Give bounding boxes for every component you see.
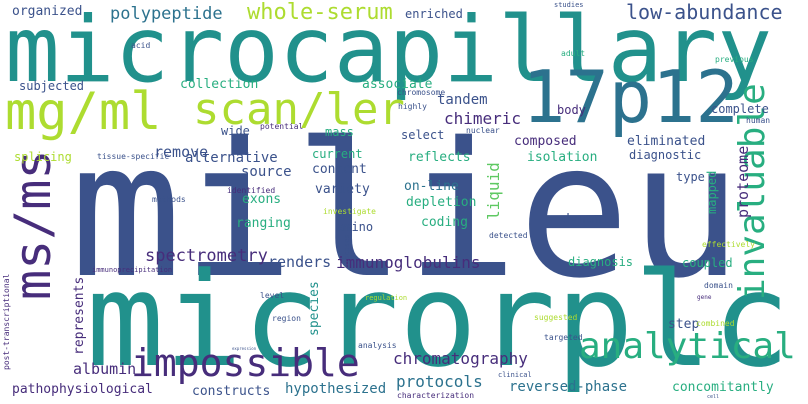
- word-composed: composed: [514, 134, 577, 149]
- word-mgml: mg/ml: [5, 82, 162, 142]
- word-mapped: mapped: [705, 170, 719, 214]
- word-17p12: 17p12: [522, 55, 739, 139]
- word-current: current: [312, 147, 363, 161]
- word-targeted: targeted: [544, 333, 583, 342]
- word-subjected: subjected: [19, 79, 85, 93]
- word-clinical: clinical: [498, 371, 532, 379]
- word-nuclear: nuclear: [466, 126, 500, 135]
- word-impossible: impossible: [131, 341, 360, 385]
- word-previous: previous: [715, 55, 754, 64]
- word-renders: renders: [268, 253, 332, 271]
- word-enriched: enriched: [405, 7, 463, 21]
- word-on-line: on-line: [404, 179, 459, 194]
- word-chromatography: chromatography: [393, 349, 528, 368]
- word-liquid: liquid: [484, 162, 503, 220]
- word-microcapillary: microcapillary: [5, 0, 773, 103]
- word-identified: identified: [227, 186, 276, 195]
- word-alternative: alternative: [185, 150, 278, 166]
- word-proteome: proteome: [734, 145, 752, 218]
- word-remove: remove: [154, 143, 209, 161]
- word-complete: complete: [711, 102, 769, 116]
- word-type: type: [676, 170, 705, 184]
- word-characterization: characterization: [397, 391, 475, 400]
- word-coupled: coupled: [682, 256, 733, 270]
- word-body: body: [557, 103, 586, 117]
- word-wide: wide: [221, 124, 250, 138]
- word-diagnostic: diagnostic: [629, 148, 702, 162]
- word-human: human: [746, 116, 771, 125]
- word-spectrometry: spectrometry: [145, 246, 268, 266]
- word-analysis: analysis: [358, 341, 397, 350]
- word-immunoprecipitation: immunoprecipitation: [92, 266, 173, 274]
- word-species: species: [307, 281, 322, 336]
- word-amino: amino: [337, 220, 374, 234]
- word-whole-serum: whole-serum: [247, 0, 393, 25]
- word-isolation: isolation: [527, 150, 598, 165]
- word-dynamic: dynamic: [562, 212, 617, 227]
- word-represents: represents: [72, 276, 87, 355]
- word-hypothesized: hypothesized: [285, 381, 387, 397]
- word-tissue-specific: tissue-specific: [97, 152, 170, 161]
- word-source: source: [241, 164, 292, 180]
- word-expression: expression: [232, 346, 257, 351]
- word-chromosome: chromosome: [397, 88, 446, 97]
- word-splicing: splicing: [14, 150, 72, 164]
- word-mass: mass: [325, 125, 354, 139]
- word-suggested: suggested: [534, 313, 578, 322]
- word-detected: detected: [489, 231, 528, 240]
- word-diseases: diseases: [343, 234, 351, 268]
- word-select: select: [401, 128, 445, 142]
- word-low-abundance: low-abundance: [626, 0, 783, 24]
- word-combined: combined: [696, 319, 735, 328]
- word-studies: studies: [554, 1, 584, 9]
- word-ranging: ranging: [236, 216, 291, 231]
- word-concomitantly: concomitantly: [672, 380, 774, 395]
- word-methods: methods: [152, 195, 186, 204]
- word-gene: gene: [697, 294, 712, 301]
- word-analytical: analytical: [579, 326, 796, 367]
- word-variety: variety: [315, 182, 370, 197]
- word-microrplc: microrplc: [86, 244, 791, 396]
- word-chimeric: chimeric: [444, 109, 522, 128]
- word-diagnosis: diagnosis: [568, 255, 634, 269]
- word-polypeptide: polypeptide: [110, 4, 223, 24]
- word-collection: collection: [180, 77, 259, 92]
- word-reversed-phase: reversed-phase: [509, 379, 628, 395]
- word-tandem: tandem: [437, 92, 488, 108]
- word-step: step: [668, 317, 700, 332]
- word-region: region: [272, 314, 301, 323]
- word-content: content: [312, 162, 367, 177]
- word-acid: acid: [131, 41, 151, 50]
- word-organized: organized: [12, 4, 83, 19]
- word-reflects: reflects: [408, 150, 471, 165]
- word-adult: adult: [561, 49, 586, 58]
- word-immunoglobulins: immunoglobulins: [336, 253, 481, 272]
- word-pathophysiological: pathophysiological: [12, 382, 153, 397]
- word-protocols: protocols: [396, 372, 483, 391]
- word-coding: coding: [421, 215, 468, 230]
- word-exons: exons: [242, 192, 282, 207]
- word-constructs: constructs: [192, 384, 271, 399]
- word-investigate: investigate: [323, 207, 376, 216]
- word-depletion: depletion: [406, 195, 477, 210]
- word-domain: domain: [704, 281, 733, 290]
- word-effectively: effectively: [702, 240, 755, 249]
- word-msms: ms/ms: [4, 149, 62, 300]
- word-scanler: scan/ler: [193, 84, 405, 135]
- word-potential: potential: [260, 122, 304, 131]
- word-albumin: albumin: [73, 360, 137, 378]
- word-milieu: milieu: [70, 102, 742, 319]
- word-associate: associate: [362, 77, 433, 92]
- word-post-transcriptional: post-transcriptional: [2, 273, 11, 370]
- word-eliminated: eliminated: [627, 134, 706, 149]
- word-cell: cell: [707, 394, 720, 400]
- word-level: level: [260, 291, 285, 300]
- word-regulation: regulation: [365, 294, 408, 302]
- word-highly: highly: [398, 102, 427, 111]
